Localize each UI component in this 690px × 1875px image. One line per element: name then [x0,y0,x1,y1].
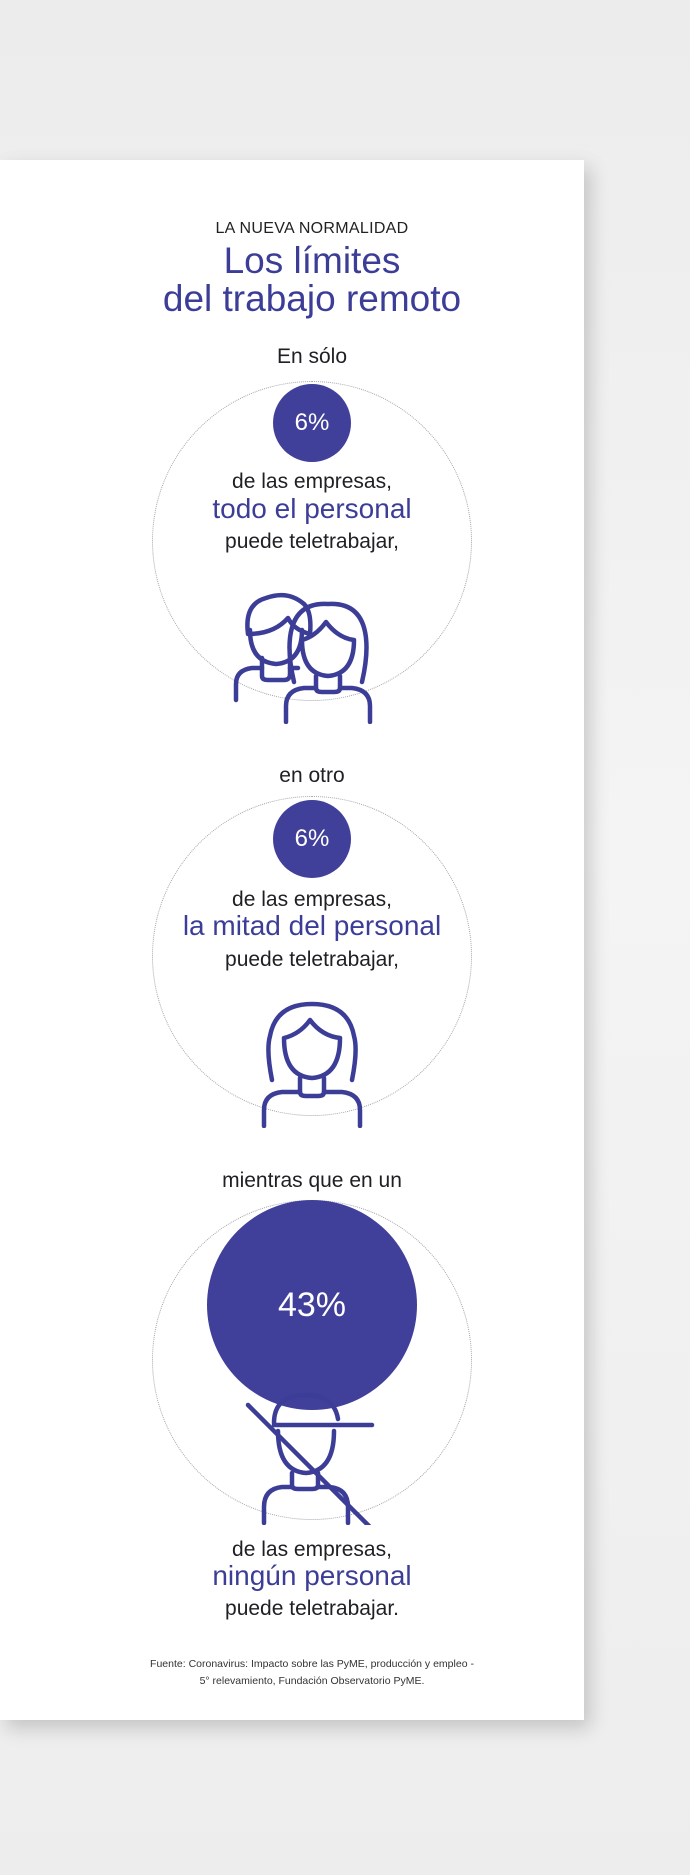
two-people-icon [233,592,373,724]
section-1-percent-circle: 6% [273,384,351,462]
section-2-percent: 6% [294,825,330,852]
source-note: Fuente: Coronavirus: Impacto sobre las P… [0,1656,624,1690]
source-line-1: Fuente: Coronavirus: Impacto sobre las P… [150,1658,474,1670]
title-line-1: Los límites [223,240,401,281]
section-3-percent: 43% [277,1285,347,1324]
title-line-2: del trabajo remoto [162,278,462,319]
woman-icon [261,1001,363,1128]
section-1-lead: En sólo [276,345,348,368]
section-3-lead: mientras que en un [222,1169,402,1192]
section-2-line-1: de las empresas, [232,888,392,911]
section-1-line-1: de las empresas, [232,470,392,493]
section-1-line-3: puede teletrabajar, [225,530,399,553]
section-1-highlight: todo el personal [212,493,412,524]
section-2-percent-circle: 6% [273,800,351,878]
section-1-percent: 6% [294,409,330,436]
section-3-line-3: puede teletrabajar. [225,1597,399,1620]
source-line-2: 5° relevamiento, Fundación Observatorio … [199,1675,425,1687]
section-2-line-3: puede teletrabajar, [225,948,399,971]
section-1-ring [152,381,472,701]
section-2-lead: en otro [279,764,345,787]
crossed-out-person-icon [245,1392,375,1525]
section-2-highlight: la mitad del personal [182,910,442,941]
section-2-ring [152,796,472,1116]
section-3-percent-circle: 43% [207,1200,417,1410]
kicker: LA NUEVA NORMALIDAD [215,220,409,237]
page-title: Los límites del trabajo remoto [0,242,624,318]
section-3-line-1: de las empresas, [232,1538,392,1561]
infographic-sheet: LA NUEVA NORMALIDAD Los límites del trab… [0,160,584,1720]
section-3-highlight: ningún personal [212,1560,412,1591]
